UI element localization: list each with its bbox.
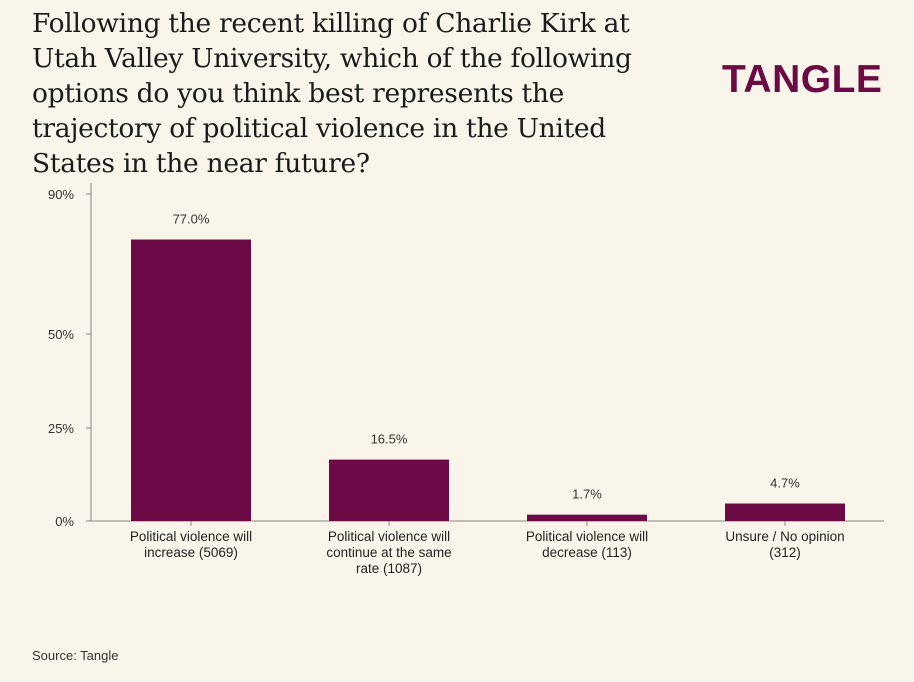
y-tick-label: 90%	[48, 187, 74, 202]
x-tick-label: Political violence will continue at the s…	[326, 529, 451, 576]
x-tick-label: Unsure / No opinion (312)	[725, 529, 844, 560]
data-label: 77.0%	[173, 212, 210, 227]
bar	[329, 459, 449, 521]
y-tick-label: 0%	[55, 514, 74, 529]
source-note: Source: Tangle	[32, 648, 119, 663]
y-tick-label: 25%	[48, 421, 74, 436]
y-tick-label: 50%	[48, 327, 74, 342]
bar-chart: 0% 25% 50% 90% 77.0% Political violence will i…	[48, 183, 884, 576]
bar	[527, 514, 647, 521]
bar	[725, 503, 845, 521]
tangle-logo: TANGLE	[722, 58, 883, 101]
chart-title: Following the recent killing of Charlie …	[32, 8, 632, 179]
data-label: 16.5%	[371, 432, 408, 447]
x-tick-label: Political violence will decrease (113)	[526, 529, 648, 560]
x-tick-label: Political violence will increase (5069)	[130, 529, 252, 560]
bar	[131, 239, 251, 521]
data-label: 4.7%	[770, 476, 800, 491]
data-label: 1.7%	[572, 487, 602, 502]
